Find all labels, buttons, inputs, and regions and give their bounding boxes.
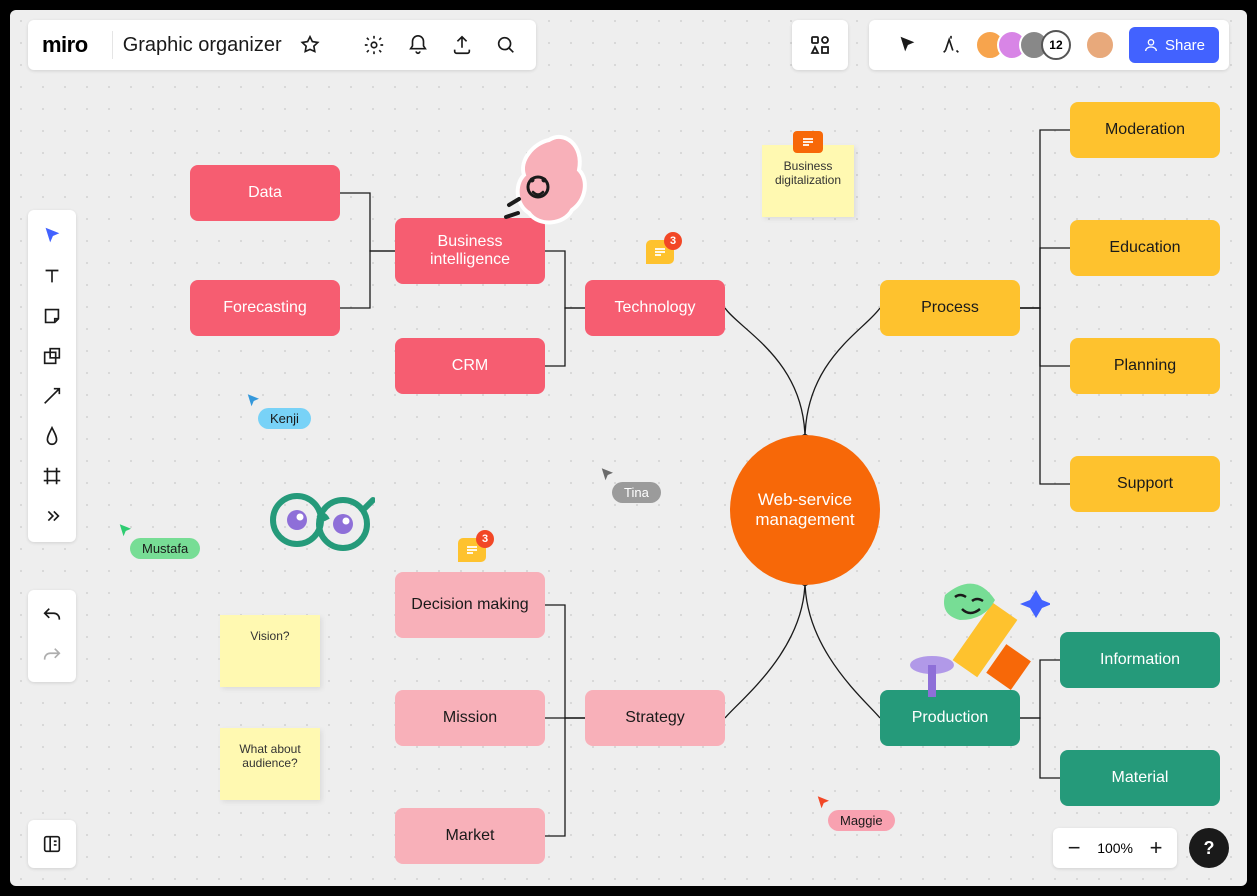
cursor-mode-icon[interactable]: [891, 29, 923, 61]
current-user-avatar[interactable]: [1085, 30, 1115, 60]
glasses-sticker: [265, 480, 375, 565]
shape-tool[interactable]: [32, 336, 72, 376]
topbar-left: miro Graphic organizer: [28, 20, 536, 70]
comment-icon[interactable]: 3: [458, 538, 486, 562]
frame-tool[interactable]: [32, 456, 72, 496]
divider: [112, 31, 113, 59]
mindmap-node-support[interactable]: Support: [1070, 456, 1220, 512]
apps-button[interactable]: [792, 20, 848, 70]
central-node[interactable]: Web-service management: [730, 435, 880, 585]
zoom-control: − 100% +: [1053, 828, 1177, 868]
history-toolbar: [28, 590, 76, 682]
sticky-tab-icon: [793, 131, 823, 153]
brand-logo[interactable]: miro: [42, 32, 88, 58]
help-button[interactable]: ?: [1189, 828, 1229, 868]
mindmap-node-bi[interactable]: Business intelligence: [395, 218, 545, 284]
mindmap-node-forecasting[interactable]: Forecasting: [190, 280, 340, 336]
topbar-right: 12 Share: [869, 20, 1229, 70]
undo-button[interactable]: [32, 596, 72, 636]
mindmap-node-decision[interactable]: Decision making: [395, 572, 545, 638]
select-tool[interactable]: [32, 216, 72, 256]
search-icon[interactable]: [490, 29, 522, 61]
arrow-tool[interactable]: [32, 376, 72, 416]
collaborator-name-tag: Mustafa: [130, 538, 200, 559]
hammer-pin-sticker: [900, 565, 1050, 710]
redo-button[interactable]: [32, 636, 72, 676]
mindmap-node-information[interactable]: Information: [1060, 632, 1220, 688]
mindmap-node-data[interactable]: Data: [190, 165, 340, 221]
text-tool[interactable]: [32, 256, 72, 296]
panel-toggle[interactable]: [28, 820, 76, 868]
zoom-level[interactable]: 100%: [1097, 840, 1133, 856]
mindmap-node-production[interactable]: Production: [880, 690, 1020, 746]
pen-tool[interactable]: [32, 416, 72, 456]
zoom-out-button[interactable]: −: [1063, 835, 1085, 861]
sticky-note[interactable]: What about audience?: [220, 728, 320, 800]
comment-count-badge: 3: [664, 232, 682, 250]
star-icon[interactable]: [294, 29, 326, 61]
left-toolbar: [28, 210, 76, 542]
collaborator-name-tag: Kenji: [258, 408, 311, 429]
mindmap-node-strategy[interactable]: Strategy: [585, 690, 725, 746]
mindmap-node-market[interactable]: Market: [395, 808, 545, 864]
mindmap-node-crm[interactable]: CRM: [395, 338, 545, 394]
mindmap-node-mission[interactable]: Mission: [395, 690, 545, 746]
mindmap-node-planning[interactable]: Planning: [1070, 338, 1220, 394]
comment-icon[interactable]: 3: [646, 240, 674, 264]
share-label: Share: [1165, 37, 1205, 54]
more-tools[interactable]: [32, 496, 72, 536]
share-button[interactable]: Share: [1129, 27, 1219, 63]
avatar-stack[interactable]: 12: [975, 30, 1071, 60]
mindmap-node-education[interactable]: Education: [1070, 220, 1220, 276]
reactions-icon[interactable]: [935, 29, 967, 61]
mindmap-node-technology[interactable]: Technology: [585, 280, 725, 336]
canvas[interactable]: Web-service management Technology Business…: [10, 10, 1247, 886]
mindmap-node-material[interactable]: Material: [1060, 750, 1220, 806]
board-title[interactable]: Graphic organizer: [123, 34, 282, 57]
comment-count-badge: 3: [476, 530, 494, 548]
collaborator-name-tag: Maggie: [828, 810, 895, 831]
avatar-overflow-count[interactable]: 12: [1041, 30, 1071, 60]
mindmap-node-process[interactable]: Process: [880, 280, 1020, 336]
zoom-in-button[interactable]: +: [1145, 835, 1167, 861]
collaborator-name-tag: Tina: [612, 482, 661, 503]
bell-icon[interactable]: [402, 29, 434, 61]
mindmap-node-moderation[interactable]: Moderation: [1070, 102, 1220, 158]
sticky-note[interactable]: Vision?: [220, 615, 320, 687]
sticky-note[interactable]: Business digitalization: [762, 145, 854, 217]
export-icon[interactable]: [446, 29, 478, 61]
settings-icon[interactable]: [358, 29, 390, 61]
sticky-tool[interactable]: [32, 296, 72, 336]
